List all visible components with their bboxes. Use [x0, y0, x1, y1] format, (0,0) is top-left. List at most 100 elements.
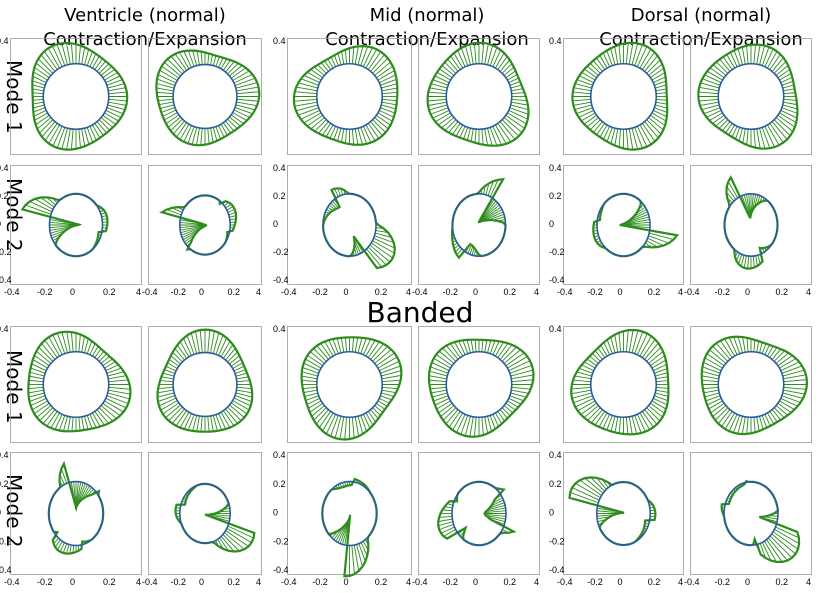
y-tick-label: -0.2: [549, 536, 565, 546]
panel-frame: [563, 165, 684, 285]
reference-contour: [596, 192, 651, 258]
reference-contour: [723, 192, 779, 258]
reference-contour: [172, 351, 238, 418]
reference-contour: [42, 350, 110, 419]
x-tick-label: -0.4: [281, 577, 297, 587]
x-tick-label: -0.2: [443, 287, 459, 297]
vector-field-panel: 0.4 0.2 0 -0.2 -0.4 -0.4 -0.2 0 0.2 4: [549, 163, 684, 297]
y-tick-label: 0: [0, 508, 1, 518]
panel-frame: [418, 326, 540, 443]
x-tick-label: 0.2: [375, 577, 388, 587]
displacement-arrows: [570, 328, 670, 436]
x-tick-label: 0: [745, 577, 750, 587]
x-tick-label: 4: [678, 287, 683, 297]
x-tick-label: 0.2: [776, 577, 789, 587]
x-tick-label: 4: [534, 577, 539, 587]
vector-field-panel: 0.4 0.2 0 -0.2 -0.4 -0.4 -0.2 0 0.2 4: [0, 163, 142, 297]
vector-field-panel: [690, 38, 812, 155]
y-tick-label: 0.2: [273, 191, 286, 201]
x-tick-label: 4: [406, 577, 411, 587]
panel-frame: [690, 326, 812, 443]
panel-frame: [148, 326, 262, 443]
y-tick-label: -0.2: [0, 536, 12, 546]
reference-contour: [172, 63, 238, 130]
column-title-line1: Ventricle (normal): [64, 5, 226, 26]
reference-contour: [322, 192, 377, 258]
y-tick-label: 0.4: [0, 324, 9, 334]
x-tick-label: -0.2: [587, 287, 603, 297]
x-tick-label: -0.2: [37, 287, 53, 297]
x-tick-label: 0: [70, 287, 75, 297]
displacement-arrows: [723, 175, 779, 270]
x-tick-label: 4: [678, 577, 683, 587]
displacement-arrows: [437, 480, 517, 547]
x-tick-label: 0: [473, 577, 478, 587]
y-tick-label: -0.4: [273, 565, 289, 575]
panel-frame: [148, 452, 262, 575]
x-tick-label: 0: [618, 287, 623, 297]
panel-frame: [418, 452, 540, 575]
reference-contour: [445, 62, 513, 131]
panel-frame: [287, 326, 412, 443]
displacement-arrows: [155, 49, 261, 147]
y-tick-label: 0.4: [0, 163, 9, 173]
displacement-arrows: [47, 460, 105, 555]
x-tick-label: 0: [473, 287, 478, 297]
displacement-arrows: [31, 41, 129, 151]
vector-field-panel: [418, 326, 540, 443]
x-tick-label: 0.2: [504, 577, 517, 587]
displacement-arrows: [720, 480, 801, 563]
y-tick-label: 0.2: [549, 479, 562, 489]
displacement-arrows: [300, 336, 403, 441]
panel-frame: [10, 326, 142, 443]
column-title-mid: Mid (normal) Contraction/Expansion: [292, 4, 562, 52]
panel-frame: [690, 38, 812, 155]
vector-field-panel: -0.4 -0.2 0 0.2 4: [412, 165, 540, 297]
x-tick-label: 4: [256, 577, 261, 587]
y-tick-label: 0.4: [0, 450, 9, 460]
vector-field-panel: 0.4: [549, 324, 684, 443]
reference-contour: [321, 480, 378, 547]
x-tick-label: 0: [618, 577, 623, 587]
x-tick-label: 4: [136, 577, 141, 587]
y-tick-label: 0.4: [549, 324, 562, 334]
reference-contour: [589, 62, 658, 131]
panel-frame: [148, 165, 262, 285]
reference-contour: [179, 194, 231, 256]
y-tick-label: 0.4: [549, 36, 562, 46]
y-tick-label: 0.4: [273, 163, 286, 173]
x-tick-label: -0.4: [557, 287, 573, 297]
x-tick-label: -0.4: [4, 287, 20, 297]
reference-contour: [723, 480, 779, 547]
displacement-arrows: [571, 41, 669, 151]
vector-field-panel: 0.4 0.2 0 -0.2 -0.4 -0.4 -0.2 0 0.2 4: [549, 450, 684, 587]
reference-contour: [717, 350, 785, 419]
panel-frame: [418, 38, 540, 155]
panel-frame: [690, 452, 812, 575]
vector-field-panel: [418, 38, 540, 155]
x-tick-label: -0.2: [715, 287, 731, 297]
y-tick-label: 0.2: [0, 479, 9, 489]
x-tick-label: -0.4: [281, 287, 297, 297]
x-tick-label: 0: [344, 287, 349, 297]
y-tick-label: 0.2: [549, 191, 562, 201]
x-tick-label: -0.4: [142, 577, 158, 587]
x-tick-label: -0.4: [4, 577, 20, 587]
x-tick-label: 4: [534, 287, 539, 297]
column-title-ventricle: Ventricle (normal) Contraction/Expansion: [10, 4, 280, 52]
x-tick-label: 0.2: [103, 287, 116, 297]
column-title-line2: Contraction/Expansion: [43, 29, 247, 50]
x-tick-label: 0.2: [648, 287, 661, 297]
panel-frame: [563, 326, 684, 443]
y-tick-label: 0: [549, 508, 554, 518]
vector-field-panel: 0.4 0.2 0 -0.2 -0.4 -0.4 -0.2 0 0.2 4: [273, 163, 412, 297]
y-tick-label: -0.4: [0, 565, 12, 575]
reference-contour: [315, 62, 384, 131]
y-tick-label: -0.4: [273, 275, 289, 285]
x-tick-label: 4: [406, 287, 411, 297]
displacement-arrows: [156, 328, 254, 433]
vector-field-panel: 0.4: [549, 36, 684, 155]
vector-field-panel: -0.4 -0.2 0 0.2 4: [684, 165, 812, 297]
vector-field-panel: 0.4 0.2 0 -0.2 -0.4 -0.4 -0.2 0 0.2 4: [273, 450, 412, 587]
reference-contour: [315, 350, 384, 419]
